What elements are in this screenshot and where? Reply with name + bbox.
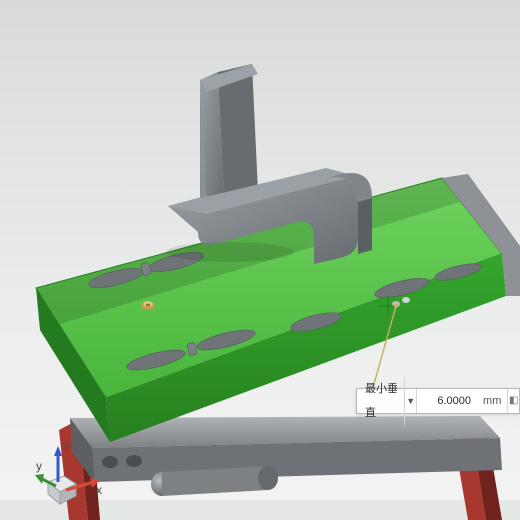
measure-popup[interactable]: 最小垂直 ▼ 6.0000 mm ◧ [356,388,520,414]
axis-x-label: x [96,483,102,497]
axis-z-label: z [64,439,70,453]
measure-value-field[interactable]: 6.0000 [417,389,479,413]
triad-cube[interactable] [48,476,76,504]
measure-flag-icon[interactable]: ◧ [507,389,519,413]
measure-unit: mm [479,389,507,413]
cad-viewport[interactable]: 最小垂直 ▼ 6.0000 mm ◧ x y z [0,0,520,520]
view-triad[interactable]: x y z [36,438,106,508]
measure-type-label: 最小垂直 [357,377,405,425]
axis-y-label: y [36,459,42,473]
measure-type-dropdown[interactable]: ▼ [405,389,417,413]
